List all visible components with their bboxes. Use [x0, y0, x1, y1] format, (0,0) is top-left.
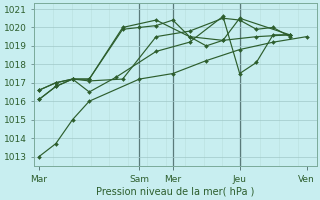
- X-axis label: Pression niveau de la mer( hPa ): Pression niveau de la mer( hPa ): [96, 187, 254, 197]
